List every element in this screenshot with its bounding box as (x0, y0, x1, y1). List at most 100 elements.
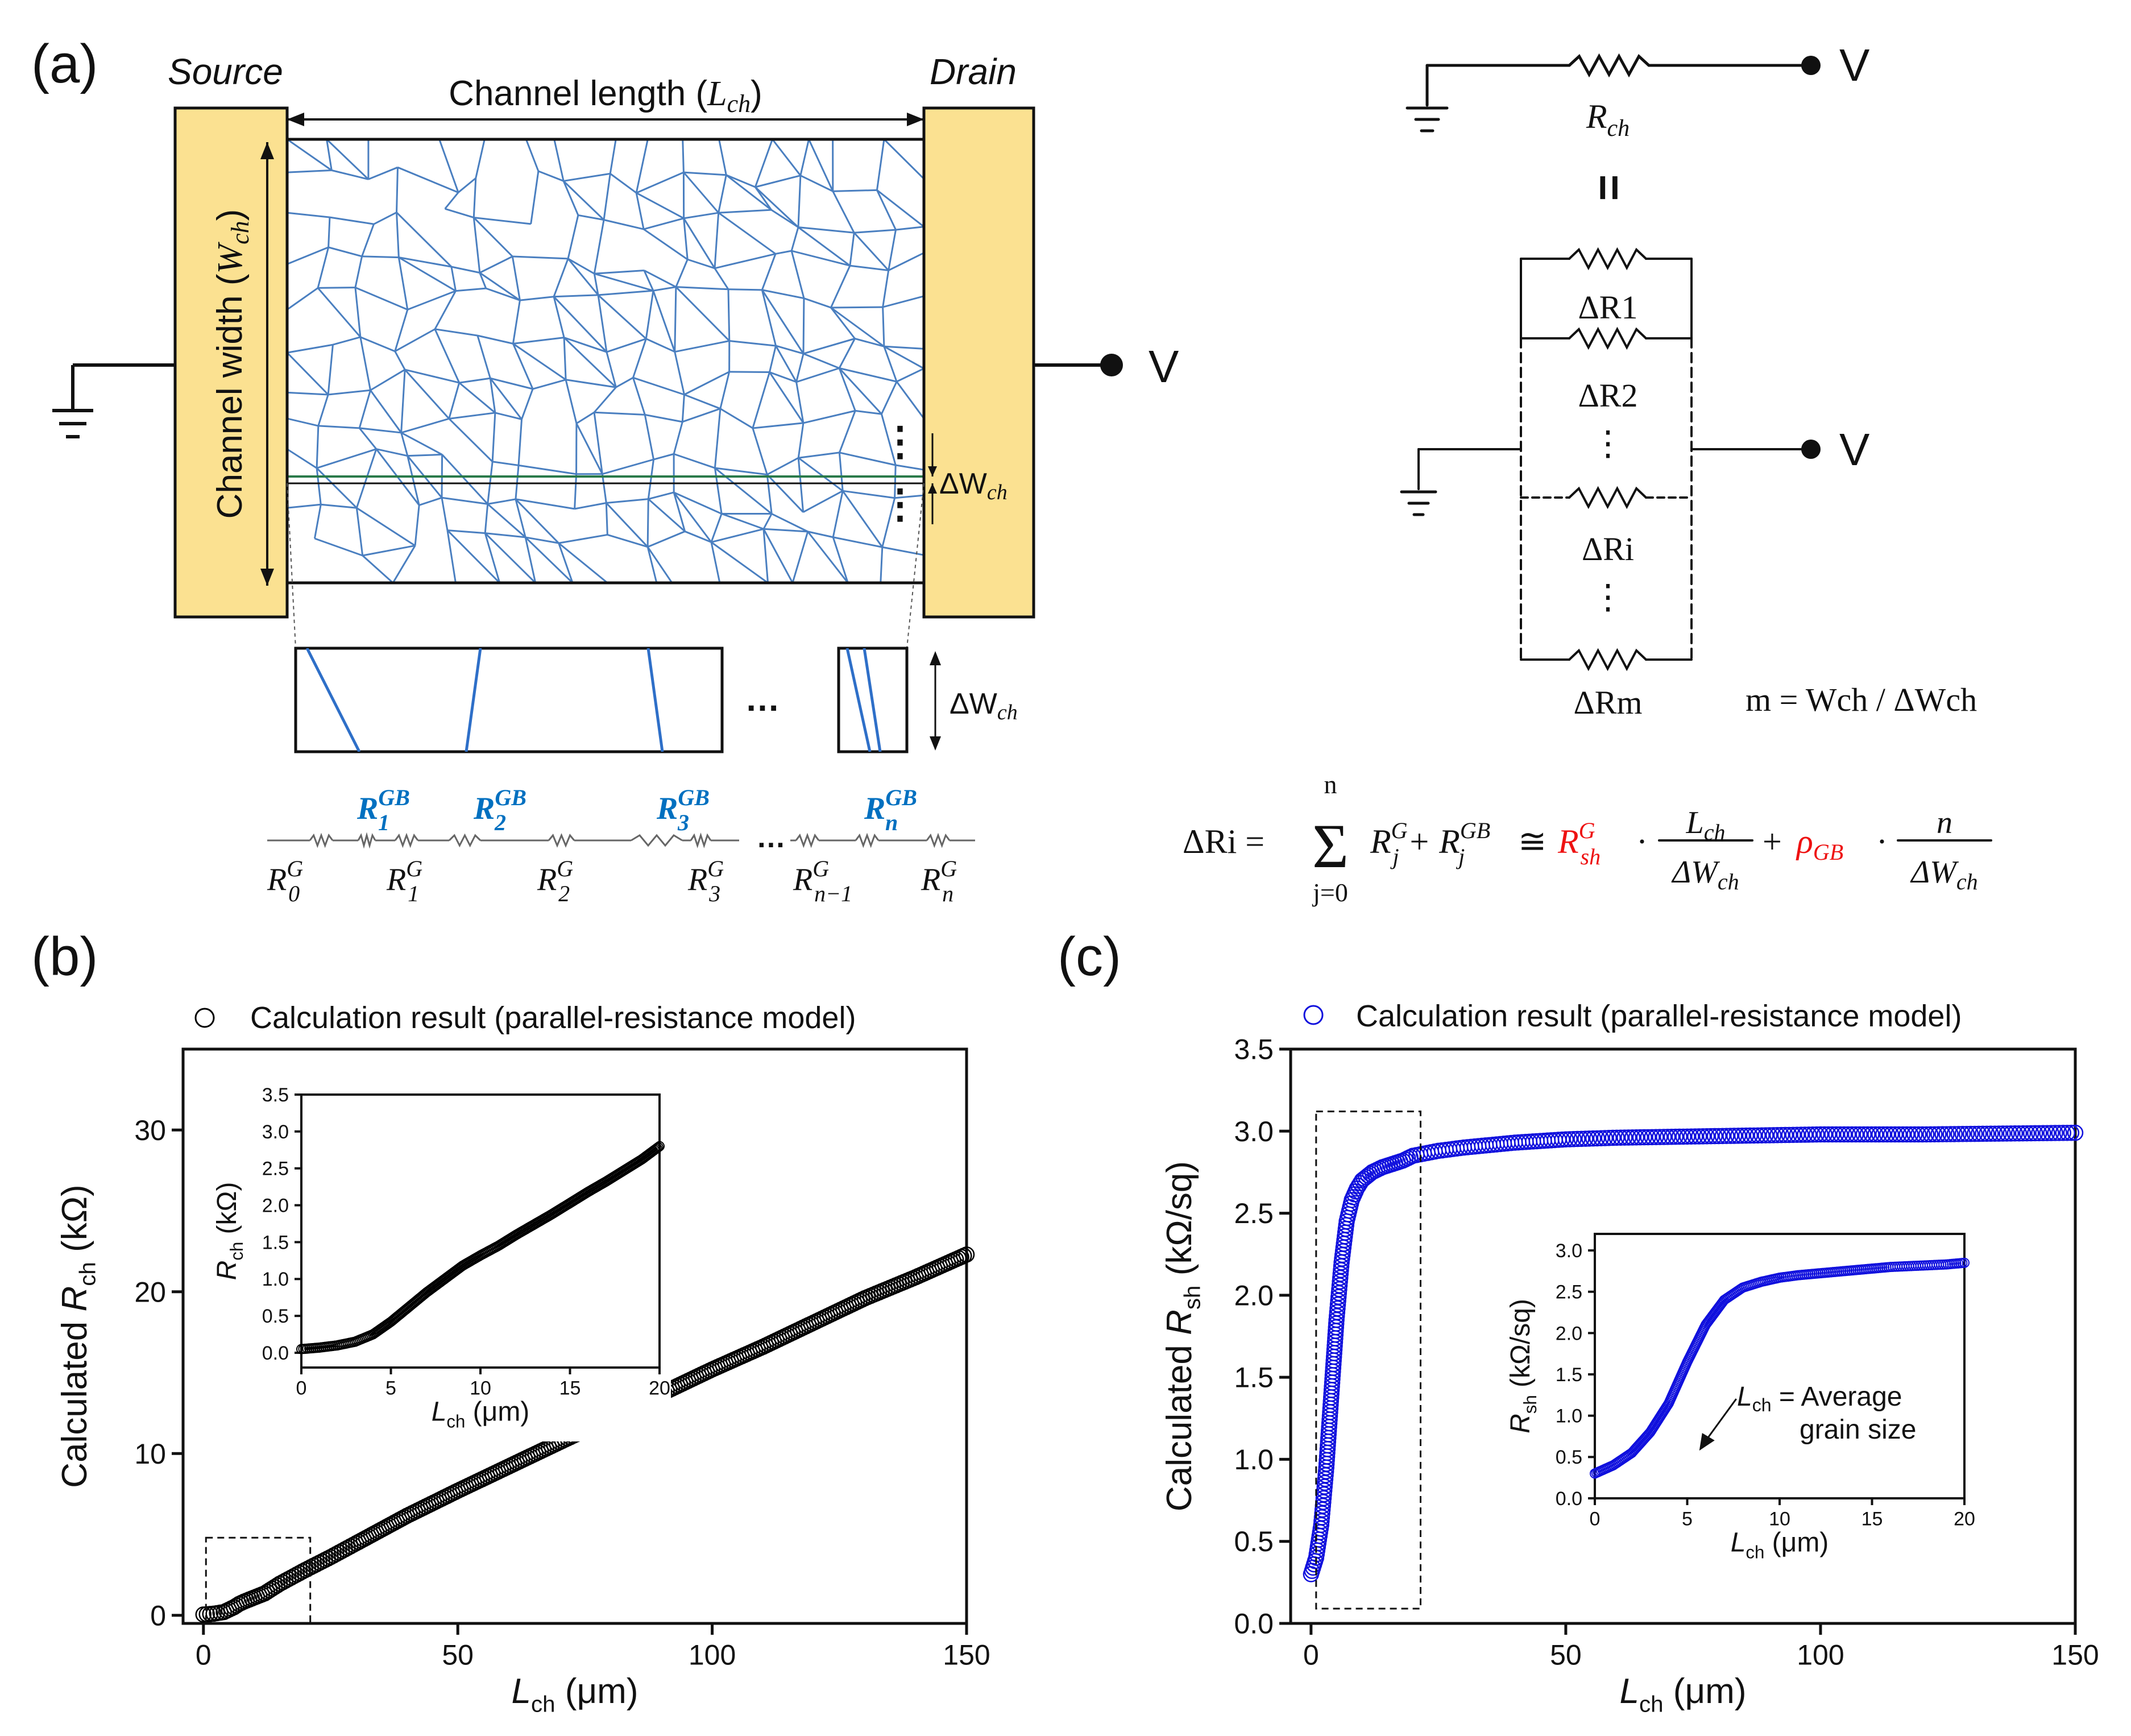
c-data-point (1979, 1125, 1995, 1142)
grain-boundary (477, 334, 513, 345)
grain-boundary (830, 265, 851, 308)
grain-boundary (450, 266, 457, 291)
c-data-point (1565, 1131, 1582, 1147)
grain-boundary (755, 175, 801, 188)
grain-boundary (884, 345, 924, 370)
eq-rho: ρGB (1796, 823, 1843, 865)
grain-boundary (888, 252, 924, 271)
grain-boundary (796, 367, 840, 383)
grain-boundary (683, 218, 716, 269)
c-y-tick-label: 3.5 (1234, 1034, 1274, 1066)
b-inset-data-point (652, 1143, 662, 1154)
grain-boundary (394, 328, 436, 353)
b-inset-x-tick-label: 10 (470, 1378, 491, 1399)
grain-boundary (392, 545, 416, 583)
legend-marker-b (194, 1008, 215, 1028)
legend-text-b: Calculation result (parallel-resistance … (250, 1001, 856, 1035)
c-data-point (1714, 1128, 1731, 1145)
grain-boundary (715, 467, 768, 476)
b-inset-data-point (653, 1142, 664, 1153)
grain-boundary (839, 410, 856, 453)
c-data-point (1824, 1126, 1840, 1143)
grain-boundary (762, 289, 805, 300)
grain-boundary (653, 286, 677, 292)
grain-boundary (554, 294, 599, 298)
grain-boundary (769, 371, 797, 383)
grain-boundary (776, 345, 804, 355)
grain-boundary (643, 228, 689, 260)
grain-boundary (512, 343, 534, 390)
rgb-label: RGB 3 (656, 785, 710, 835)
c-zoom-box (1315, 1111, 1422, 1610)
zoomed-strip: … ΔWch (294, 647, 1018, 753)
grain-boundary (646, 546, 658, 583)
c-data-point (1922, 1126, 1939, 1143)
grain-boundary (607, 533, 648, 548)
c-data-point (1648, 1129, 1664, 1145)
b-y-tick-label: 30 (134, 1114, 166, 1146)
grain-boundary (355, 508, 364, 556)
b-inset-x-tick-label: 20 (649, 1378, 670, 1399)
c-inset-y-tick-label: 0.5 (1556, 1447, 1582, 1468)
grain-boundary (763, 528, 808, 533)
grain-boundary (287, 139, 333, 171)
c-data-point (1875, 1126, 1892, 1143)
rch-label: Rch (1586, 98, 1630, 142)
grain-boundary (683, 371, 730, 396)
panel-a-label: (a) (31, 34, 98, 94)
grain-boundary (832, 189, 877, 192)
source-label: Source (168, 51, 283, 92)
grain-boundary (882, 295, 924, 308)
grain-boundary (362, 554, 394, 583)
c-data-point (1808, 1126, 1825, 1143)
grain-boundary (458, 177, 476, 193)
grain-boundary (648, 498, 686, 532)
chain-ellipsis: … (756, 821, 786, 854)
grain-boundary (762, 513, 773, 529)
delta-w-label-top: ΔWch (939, 467, 1008, 504)
c-data-point (1652, 1129, 1668, 1145)
grain-boundary (725, 174, 772, 211)
grain-boundary (553, 296, 565, 338)
c-data-point (1355, 1170, 1373, 1187)
c-data-point (2035, 1125, 2051, 1142)
grain-boundary (574, 474, 578, 509)
grain-boundary (895, 381, 924, 419)
b-inset-plot-frame (300, 1093, 661, 1369)
grain-boundary (728, 288, 762, 291)
grain-boundary (609, 139, 617, 174)
c-data-point (1620, 1129, 1637, 1146)
c-data-point (1966, 1125, 1983, 1142)
grain-boundary (808, 139, 834, 192)
c-annotation-line2: grain size (1800, 1415, 1916, 1445)
c-x-tick-label: 0 (1303, 1639, 1319, 1671)
grain-boundary (331, 169, 369, 180)
grain-boundary (714, 267, 729, 290)
grain-boundary (492, 461, 519, 466)
grain-boundary (711, 528, 764, 543)
grain-boundary (327, 345, 334, 395)
grain-boundary (762, 528, 794, 583)
grain-boundary (358, 390, 371, 429)
grain-boundary (710, 542, 721, 583)
grain-boundary (321, 503, 357, 509)
c-data-point (1991, 1125, 2007, 1142)
grain-boundary (797, 422, 805, 458)
grain-boundary (593, 274, 599, 296)
c-y-tick-label: 3.0 (1234, 1116, 1274, 1147)
grain-boundary (766, 474, 804, 513)
c-data-point (1687, 1128, 1703, 1145)
grain-boundary (674, 351, 685, 395)
channel-length-label: Channel length (Lch) (449, 74, 762, 118)
grain-boundary (327, 217, 331, 247)
grain-boundary (790, 227, 799, 251)
grain-boundary (558, 542, 608, 583)
c-data-point (1663, 1129, 1680, 1145)
grain-boundary (563, 337, 567, 380)
grain-boundary (675, 286, 730, 342)
grain-boundary (673, 491, 722, 515)
legend-text-c: Calculation result (parallel-resistance … (1356, 999, 1962, 1033)
c-inset-y-tick-label: 3.0 (1556, 1240, 1582, 1262)
c-data-point (1593, 1130, 1610, 1146)
vdd-terminal-top (1801, 56, 1821, 75)
